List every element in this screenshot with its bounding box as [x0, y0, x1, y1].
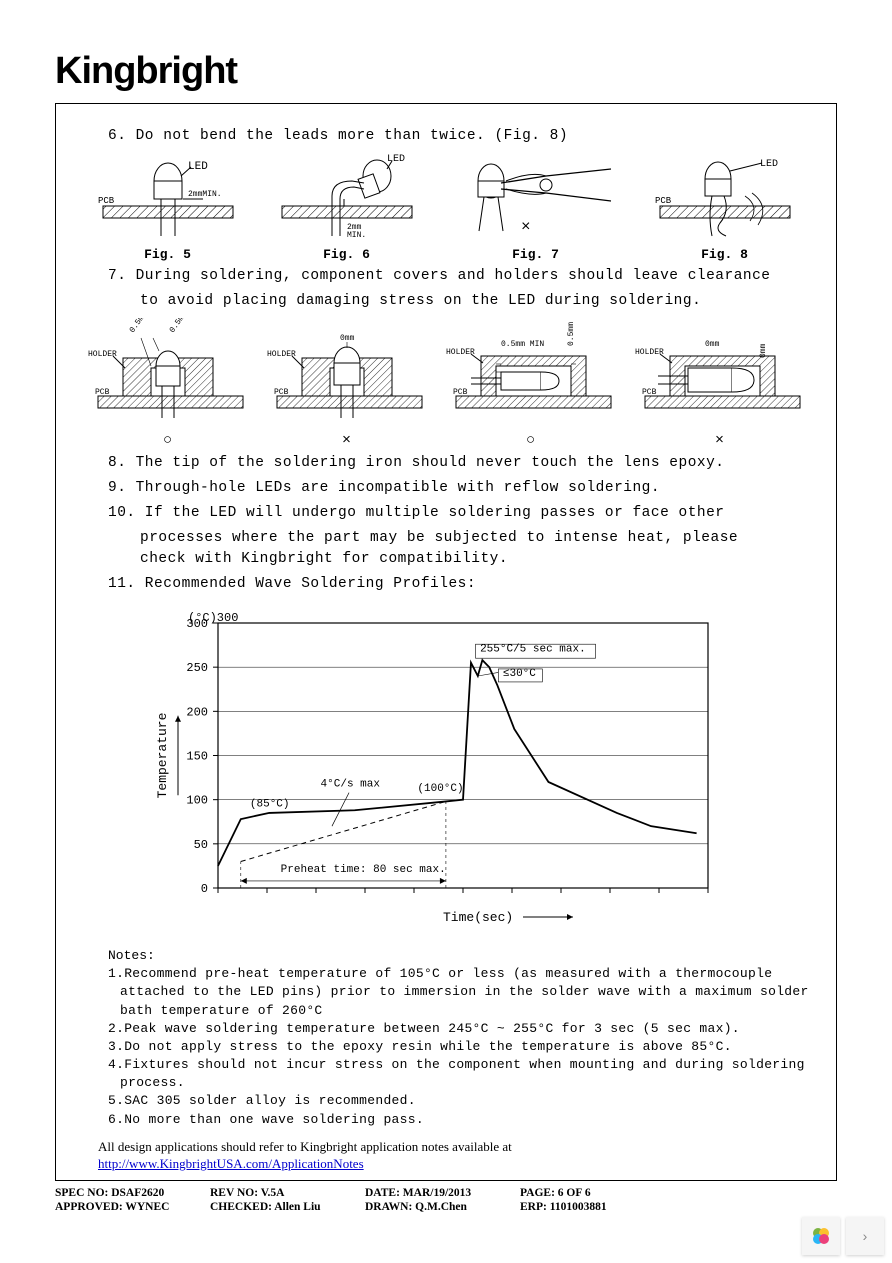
holder-fig-1: HOLDER PCB 0.5mm MIN 0.5mm MIN ○	[83, 318, 253, 449]
footer-date: DATE: MAR/19/2013	[365, 1187, 510, 1199]
item-7b: to avoid placing damaging stress on the …	[140, 291, 814, 312]
footer-approved: APPROVED: WYNEC	[55, 1201, 200, 1213]
svg-text:150: 150	[186, 750, 208, 764]
svg-text:PCB: PCB	[274, 388, 289, 397]
footer-checked: CHECKED: Allen Liu	[210, 1201, 355, 1213]
chevron-right-icon: ›	[863, 1228, 868, 1244]
svg-text:PCB: PCB	[642, 388, 657, 397]
mark-ng-2: ×	[630, 432, 810, 449]
note-5: 5.SAC 305 solder alloy is recommended.	[120, 1092, 814, 1110]
svg-text:PCB: PCB	[95, 388, 110, 397]
flower-icon[interactable]	[802, 1217, 840, 1255]
svg-text:250: 250	[186, 661, 208, 675]
fig8-svg: LED PCB	[650, 151, 800, 241]
note-4: 4.Fixtures should not incur stress on th…	[120, 1056, 814, 1092]
svg-text:(100°C): (100°C)	[417, 783, 463, 795]
solder-profile-chart: 050100150200250300(°C)300TemperatureTime…	[148, 603, 814, 938]
brand-logo: Kingbright	[55, 50, 837, 93]
svg-text:Time(sec): Time(sec)	[443, 910, 513, 925]
holder-fig-4: HOLDER PCB 0mm 0mm ×	[630, 318, 810, 449]
svg-text:0.5mm MIN: 0.5mm MIN	[128, 318, 160, 335]
item-8: 8. The tip of the soldering iron should …	[108, 453, 814, 474]
fig7-svg: ×	[451, 151, 621, 241]
svg-text:LED: LED	[188, 161, 208, 173]
svg-text:Preheat time: 80 sec max.: Preheat time: 80 sec max.	[281, 864, 446, 876]
content-frame: 6. Do not bend the leads more than twice…	[55, 103, 837, 1181]
note-3: 3.Do not apply stress to the epoxy resin…	[120, 1038, 814, 1056]
svg-text:0: 0	[201, 882, 208, 896]
svg-text:×: ×	[521, 218, 531, 236]
fig5-label: Fig. 5	[93, 247, 243, 262]
notes-heading: Notes:	[108, 948, 814, 963]
item-7: 7. During soldering, component covers an…	[108, 266, 814, 287]
svg-text:0.5mm MIN: 0.5mm MIN	[168, 318, 200, 335]
svg-text:0mm: 0mm	[759, 343, 768, 358]
item-10: 10. If the LED will undergo multiple sol…	[108, 503, 814, 524]
svg-text:HOLDER: HOLDER	[267, 350, 296, 359]
note-2: 2.Peak wave soldering temperature betwee…	[120, 1020, 814, 1038]
svg-text:PCB: PCB	[98, 196, 115, 206]
svg-text:LED: LED	[387, 154, 405, 165]
footer-page: PAGE: 6 OF 6	[520, 1187, 665, 1199]
svg-text:4°C/s max: 4°C/s max	[321, 779, 381, 791]
svg-text:HOLDER: HOLDER	[635, 348, 664, 357]
svg-text:0mm: 0mm	[340, 334, 355, 343]
svg-text:0.5mm MIN: 0.5mm MIN	[501, 340, 544, 349]
svg-text:PCB: PCB	[453, 388, 468, 397]
holder-fig-2: HOLDER PCB 0mm ×	[262, 318, 432, 449]
next-page-button[interactable]: ›	[846, 1217, 884, 1255]
mark-ok-1: ○	[83, 432, 253, 449]
svg-text:0.5mm MIN: 0.5mm MIN	[567, 318, 576, 346]
fig7-label: Fig. 7	[451, 247, 621, 262]
item-10b: processes where the part may be subjecte…	[140, 528, 814, 549]
svg-text:200: 200	[186, 705, 208, 719]
fig6-label: Fig. 6	[272, 247, 422, 262]
fig-6: LED 2mm MIN. Fig. 6	[272, 151, 422, 262]
svg-text:Temperature: Temperature	[155, 713, 170, 799]
item-6: 6. Do not bend the leads more than twice…	[108, 126, 814, 147]
svg-text:MIN.: MIN.	[347, 231, 366, 240]
figure-row-1: LED PCB 2mmMIN. Fig. 5 LED 2mm MIN.	[78, 151, 814, 262]
fig8-label: Fig. 8	[650, 247, 800, 262]
svg-text:HOLDER: HOLDER	[88, 350, 117, 359]
footer: SPEC NO: DSAF2620 REV NO: V.5A DATE: MAR…	[55, 1187, 837, 1213]
fig-7: × Fig. 7	[451, 151, 621, 262]
note-6: 6.No more than one wave soldering pass.	[120, 1111, 814, 1129]
svg-text:100: 100	[186, 794, 208, 808]
svg-text:LED: LED	[760, 159, 778, 170]
footer-drawn: DRAWN: Q.M.Chen	[365, 1201, 510, 1213]
reference-link[interactable]: http://www.KingbrightUSA.com/Application…	[98, 1156, 364, 1171]
svg-text:255°C/5 sec max.: 255°C/5 sec max.	[480, 643, 586, 655]
item-11: 11. Recommended Wave Soldering Profiles:	[108, 574, 814, 595]
fig6-svg: LED 2mm MIN.	[272, 151, 422, 241]
fig5-svg: LED PCB 2mmMIN.	[93, 151, 243, 241]
item-9: 9. Through-hole LEDs are incompatible wi…	[108, 478, 814, 499]
item-10c: check with Kingbright for compatibility.	[140, 549, 814, 570]
svg-text:HOLDER: HOLDER	[446, 348, 475, 357]
footer-rev: REV NO: V.5A	[210, 1187, 355, 1199]
svg-text:0mm: 0mm	[705, 340, 720, 349]
figure-row-2: HOLDER PCB 0.5mm MIN 0.5mm MIN ○ HOLDER	[78, 318, 814, 449]
svg-text:(85°C): (85°C)	[250, 799, 290, 811]
footer-erp: ERP: 1101003881	[520, 1201, 665, 1213]
svg-text:50: 50	[194, 838, 208, 852]
mark-ng-1: ×	[262, 432, 432, 449]
holder-fig-3: HOLDER PCB 0.5mm MIN 0.5mm MIN ○	[441, 318, 621, 449]
mark-ok-2: ○	[441, 432, 621, 449]
svg-text:(°C)300: (°C)300	[188, 611, 238, 625]
footer-spec: SPEC NO: DSAF2620	[55, 1187, 200, 1199]
reference-text: All design applications should refer to …	[98, 1139, 814, 1155]
svg-text:2mmMIN.: 2mmMIN.	[188, 190, 222, 199]
chart-svg: 050100150200250300(°C)300TemperatureTime…	[148, 603, 728, 933]
fig-5: LED PCB 2mmMIN. Fig. 5	[93, 151, 243, 262]
fig-8: LED PCB Fig. 8	[650, 151, 800, 262]
note-1: 1.Recommend pre-heat temperature of 105°…	[120, 965, 814, 1020]
svg-text:PCB: PCB	[655, 196, 672, 206]
svg-text:≤30°C: ≤30°C	[503, 668, 536, 680]
